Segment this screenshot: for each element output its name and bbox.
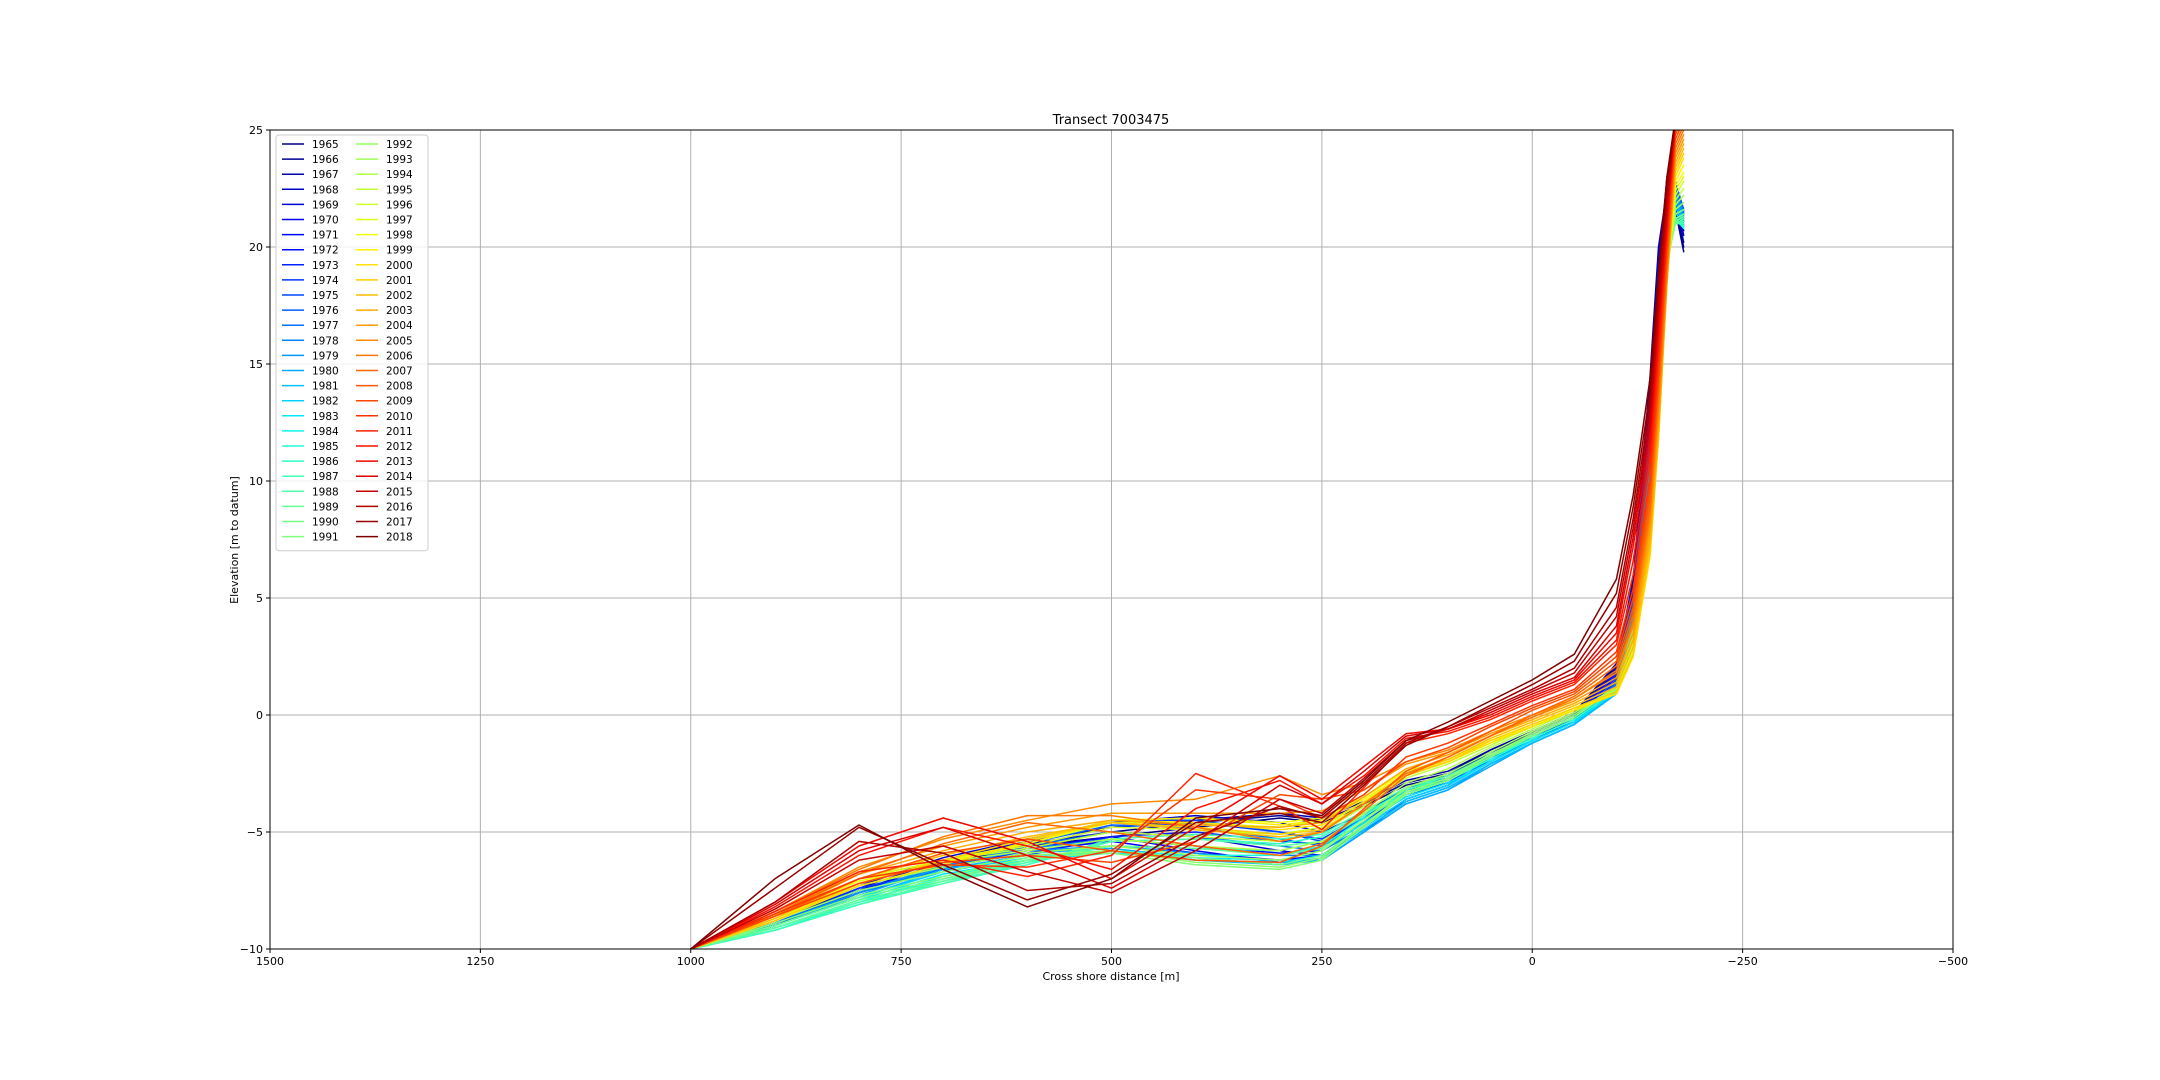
legend-label: 1992: [386, 139, 413, 151]
series-line-1987: [690, 222, 1685, 949]
series-line-1972: [690, 178, 1685, 949]
legend-label: 1970: [312, 215, 339, 227]
y-tick-label: 20: [249, 241, 263, 254]
legend-label: 2014: [386, 471, 413, 483]
legend-label: 1971: [312, 230, 339, 242]
legend-label: 1976: [312, 305, 339, 317]
legend-box: [275, 134, 429, 552]
series-line-2006: [690, 130, 1685, 949]
legend-label: 1999: [386, 245, 413, 257]
legend-label: 1972: [312, 245, 339, 257]
series-line-2002: [690, 147, 1685, 949]
legend-label: 1965: [312, 139, 339, 151]
legend-label: 2010: [386, 411, 413, 423]
legend-label: 1977: [312, 320, 339, 332]
chart-title: Transect 7003475: [1052, 113, 1170, 128]
series-line-1999: [690, 164, 1685, 949]
legend-label: 2005: [386, 335, 413, 347]
y-tick-label: 10: [249, 475, 263, 488]
legend-label: 1980: [312, 366, 339, 378]
y-tick-label: 25: [249, 124, 263, 137]
x-axis-ticks: 1500 1250 1000 750 500 250 0 −250 −500: [256, 949, 1968, 968]
series-line-2010: [690, 130, 1677, 949]
legend-label: 1988: [312, 486, 339, 498]
y-tick-label: −10: [240, 943, 263, 956]
legend-label: 2001: [386, 275, 413, 287]
series-line-2014: [690, 130, 1676, 949]
legend-label: 1981: [312, 381, 339, 393]
legend: 1965 1966 1967 1968 1969 1970 1971 1972 1973 1974…: [275, 134, 429, 552]
legend-label: 1978: [312, 335, 339, 347]
series-line-1996: [690, 180, 1685, 949]
legend-label: 2013: [386, 456, 413, 468]
y-axis-ticks: −10 −5 0 5 10 15 20 25: [240, 124, 270, 956]
series-line-2011: [690, 130, 1676, 949]
legend-label: 1985: [312, 441, 339, 453]
grid-lines: [269, 129, 1954, 950]
series-line-1988: [690, 220, 1685, 949]
x-tick-label: 500: [1101, 955, 1122, 968]
x-tick-label: 750: [891, 955, 912, 968]
x-tick-label: 1250: [466, 955, 494, 968]
legend-label: 1989: [312, 501, 339, 513]
legend-label: 2016: [386, 501, 413, 513]
legend-label: 1986: [312, 456, 339, 468]
legend-label: 1967: [312, 169, 339, 181]
legend-label: 1997: [386, 215, 413, 227]
legend-label: 1987: [312, 471, 339, 483]
legend-label: 1982: [312, 396, 339, 408]
legend-label: 1991: [312, 532, 339, 544]
legend-label: 1975: [312, 290, 339, 302]
legend-label: 2006: [386, 350, 413, 362]
legend-label: 1983: [312, 411, 339, 423]
x-tick-label: 250: [1311, 955, 1332, 968]
legend-label: 1984: [312, 426, 339, 438]
legend-label: 2012: [386, 441, 413, 453]
legend-label: 2011: [386, 426, 413, 438]
legend-label: 1979: [312, 350, 339, 362]
series-line-2016: [690, 130, 1675, 949]
legend-label: 1990: [312, 517, 339, 529]
legend-label: 1968: [312, 184, 339, 196]
legend-label: 1969: [312, 199, 339, 211]
legend-label: 2017: [386, 517, 413, 529]
legend-label: 2000: [386, 260, 413, 272]
legend-label: 1996: [386, 199, 413, 211]
series-line-1971: [690, 180, 1685, 949]
legend-label: 2002: [386, 290, 413, 302]
series-line-1973: [690, 178, 1685, 949]
y-axis-label: Elevation [m to datum]: [228, 476, 241, 604]
x-tick-label: 0: [1529, 955, 1536, 968]
series-line-2017: [690, 130, 1675, 949]
legend-label: 1994: [386, 169, 413, 181]
legend-label: 1974: [312, 275, 339, 287]
legend-label: 2018: [386, 532, 413, 544]
y-tick-label: 5: [256, 592, 263, 605]
y-tick-label: 0: [256, 709, 263, 722]
legend-label: 1966: [312, 154, 339, 166]
legend-label: 1998: [386, 230, 413, 242]
x-tick-label: −250: [1728, 955, 1758, 968]
x-tick-label: −500: [1938, 955, 1968, 968]
legend-label: 1973: [312, 260, 339, 272]
y-tick-label: 15: [249, 358, 263, 371]
legend-label: 2004: [386, 320, 413, 332]
legend-label: 2009: [386, 396, 413, 408]
series-line-1983: [690, 211, 1685, 949]
x-tick-label: 1500: [256, 955, 284, 968]
x-axis-label: Cross shore distance [m]: [1042, 970, 1179, 983]
y-tick-label: −5: [247, 826, 263, 839]
x-tick-label: 1000: [677, 955, 705, 968]
legend-label: 2015: [386, 486, 413, 498]
legend-label: 1995: [386, 184, 413, 196]
series-line-2018: [690, 130, 1675, 949]
legend-label: 2007: [386, 366, 413, 378]
series-line-2000: [690, 157, 1685, 949]
legend-label: 1993: [386, 154, 413, 166]
legend-label: 2003: [386, 305, 413, 317]
series-group: [690, 130, 1685, 949]
legend-label: 2008: [386, 381, 413, 393]
series-line-1975: [690, 180, 1685, 949]
